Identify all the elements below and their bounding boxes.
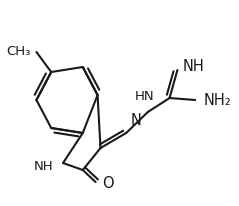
Text: HN: HN — [135, 90, 155, 103]
Text: O: O — [103, 176, 114, 191]
Text: NH: NH — [33, 159, 53, 172]
Text: NH₂: NH₂ — [204, 92, 232, 108]
Text: NH: NH — [182, 59, 204, 74]
Text: N: N — [131, 113, 142, 128]
Text: CH₃: CH₃ — [6, 44, 31, 57]
